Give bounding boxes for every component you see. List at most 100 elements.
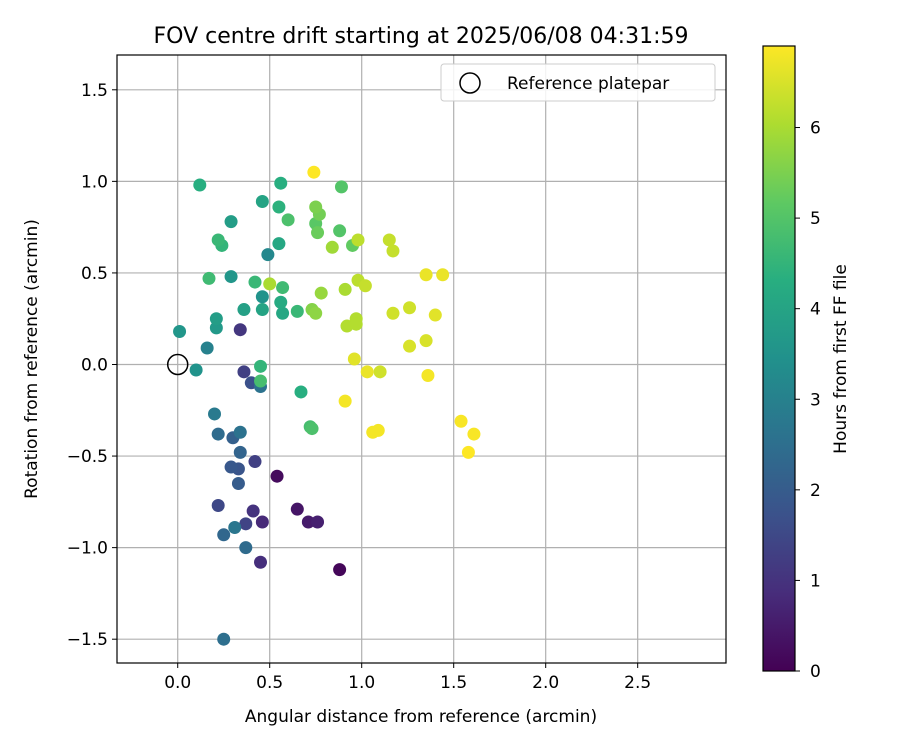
data-point [461, 445, 475, 459]
data-point [467, 427, 481, 441]
y-tick-label: 0.5 [81, 264, 108, 284]
data-point [272, 237, 286, 251]
data-point [255, 195, 269, 209]
data-point [371, 423, 385, 437]
data-point [272, 200, 286, 214]
data-point [217, 632, 231, 646]
data-point [224, 460, 238, 474]
data-point [290, 304, 304, 318]
data-point [373, 365, 387, 379]
data-point [294, 385, 308, 399]
colorbar: 0 1 2 3 4 5 6 Hours from first FF file [762, 45, 851, 682]
data-point [193, 178, 207, 192]
reference-marker-icon [459, 72, 481, 94]
reference-point [166, 353, 189, 376]
data-point [333, 563, 347, 577]
x-tick-label: 0.5 [256, 673, 283, 693]
y-tick-label: 1.0 [81, 172, 108, 192]
data-point [314, 286, 328, 300]
y-axis-label: Rotation from reference (arcmin) [22, 219, 42, 499]
data-point [239, 517, 253, 531]
colorbar-tick-label: 6 [810, 119, 821, 139]
data-point [305, 422, 319, 436]
data-point [254, 374, 268, 388]
data-point [211, 427, 225, 441]
data-point [263, 277, 277, 291]
data-point [386, 244, 400, 258]
data-point [217, 528, 231, 542]
colorbar-gradient [762, 45, 796, 672]
legend-entry: Reference platepar [507, 74, 669, 94]
data-point [333, 224, 347, 238]
plot-frame [116, 54, 727, 664]
data-point [173, 325, 187, 339]
data-point [233, 445, 247, 459]
data-point [208, 407, 222, 421]
x-axis-label: Angular distance from reference (arcmin) [245, 707, 597, 727]
data-point [255, 303, 269, 317]
data-point [248, 455, 262, 469]
grid-lines [117, 55, 726, 663]
chart-title: FOV centre drift starting at 2025/06/08 … [154, 24, 689, 49]
legend: Reference platepar [440, 63, 716, 102]
data-point [334, 180, 348, 194]
legend-box [440, 63, 716, 102]
data-point [270, 469, 284, 483]
data-point [233, 323, 247, 337]
data-point [189, 363, 203, 377]
data-point [428, 308, 442, 322]
x-axis-ticks: 0.0 0.5 1.0 1.5 2.0 2.5 [164, 663, 651, 693]
data-point [209, 321, 223, 335]
data-point [237, 303, 251, 317]
data-point [419, 268, 433, 282]
data-point [311, 226, 325, 240]
colorbar-ticks: 0 1 2 3 4 5 6 [795, 119, 821, 682]
data-point [382, 233, 396, 247]
data-point [351, 233, 365, 247]
colorbar-tick-label: 3 [810, 390, 821, 410]
y-tick-label: −1.0 [67, 539, 108, 559]
x-tick-label: 2.5 [624, 673, 651, 693]
colorbar-tick-label: 1 [810, 571, 821, 591]
data-point [347, 352, 361, 366]
data-point [386, 306, 400, 320]
x-tick-label: 1.0 [348, 673, 375, 693]
data-point [255, 290, 269, 304]
data-point [281, 213, 295, 227]
data-point [307, 165, 321, 179]
data-point [261, 248, 275, 262]
data-point [211, 499, 225, 513]
data-point [276, 306, 290, 320]
data-point [255, 515, 269, 529]
x-tick-label: 2.0 [532, 673, 559, 693]
data-point [254, 555, 268, 569]
y-tick-label: −1.5 [67, 630, 108, 650]
data-point [421, 368, 435, 382]
data-point [301, 515, 315, 529]
data-point [224, 270, 238, 284]
x-tick-label: 0.0 [164, 673, 191, 693]
y-tick-label: −0.5 [67, 447, 108, 467]
y-axis-ticks: −1.5 −1.0 −0.5 0.0 0.5 1.0 1.5 [67, 81, 117, 650]
data-point [274, 176, 288, 190]
colorbar-tick-label: 2 [810, 481, 821, 501]
colorbar-label: Hours from first FF file [831, 264, 851, 454]
data-point [454, 414, 468, 428]
data-point [436, 268, 450, 282]
data-point [290, 502, 304, 516]
data-point [338, 282, 352, 296]
data-point [360, 365, 374, 379]
data-point [248, 275, 262, 289]
data-point [403, 339, 417, 353]
data-point [233, 425, 247, 439]
data-point [246, 504, 260, 518]
data-point [202, 271, 216, 285]
data-point [231, 477, 245, 491]
data-points [166, 165, 481, 646]
data-point [311, 515, 325, 529]
data-point [237, 365, 251, 379]
colorbar-tick-label: 5 [810, 209, 821, 229]
data-point [349, 317, 363, 331]
data-point [224, 215, 238, 229]
